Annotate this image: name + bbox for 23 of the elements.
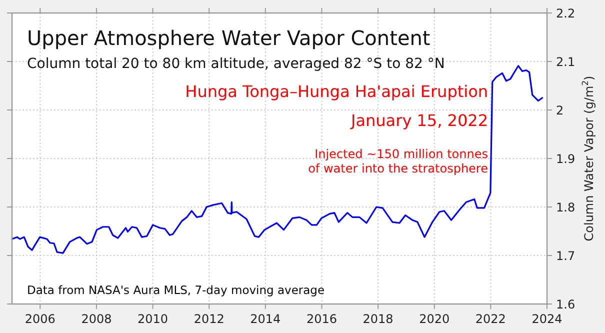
- annotation: Hunga Tonga–Hunga Ha'apai Eruption: [185, 82, 488, 101]
- y-tick-label: 1.7: [556, 249, 576, 263]
- annotation: Data from NASA's Aura MLS, 7-day moving average: [27, 283, 325, 297]
- y-tick-label: 1.6: [556, 298, 576, 312]
- x-tick-label: 2008: [81, 312, 112, 326]
- x-tick-label: 2024: [532, 312, 562, 326]
- x-tick-label: 2010: [138, 312, 168, 326]
- x-tick-label: 2006: [24, 312, 56, 326]
- x-tick-label: 2022: [475, 312, 506, 326]
- annotation: Injected ~150 million tonnes of water into the stratosphere: [308, 147, 488, 176]
- y-tick-label: 2: [556, 104, 564, 118]
- y-tick-label: 2.2: [556, 6, 576, 20]
- y-tick-label: 2.1: [556, 55, 576, 69]
- x-tick-label: 2014: [250, 312, 281, 326]
- y-tick-label: 1.8: [556, 200, 576, 214]
- x-tick-label: 2018: [362, 312, 394, 326]
- x-tick-label: 2012: [194, 312, 224, 326]
- annotation: January 15, 2022: [350, 111, 488, 130]
- x-tick-label: 2020: [419, 312, 450, 326]
- y-tick-label: 1.9: [556, 152, 576, 166]
- text: Column total 20 to 80 km altitude, averaged 82 °S to 82 °N: [27, 56, 445, 72]
- x-tick-label: 2016: [306, 312, 338, 326]
- text: Upper Atmosphere Water Vapor Content: [27, 26, 430, 50]
